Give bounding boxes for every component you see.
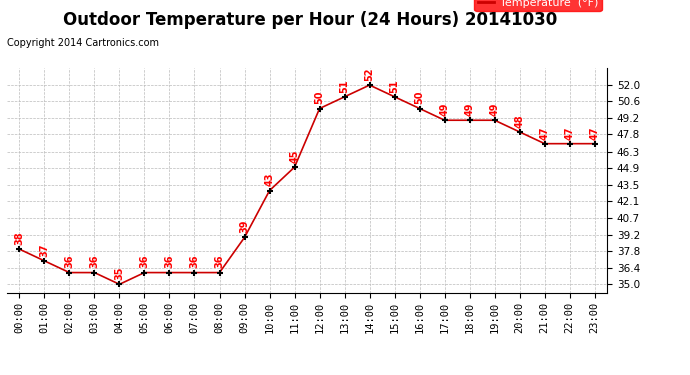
Text: 36: 36	[139, 255, 150, 268]
Text: 36: 36	[90, 255, 99, 268]
Text: 36: 36	[164, 255, 175, 268]
Text: 49: 49	[464, 103, 475, 116]
Text: Copyright 2014 Cartronics.com: Copyright 2014 Cartronics.com	[7, 38, 159, 48]
Text: 51: 51	[390, 79, 400, 93]
Text: 51: 51	[339, 79, 350, 93]
Text: 45: 45	[290, 150, 299, 163]
Text: 43: 43	[264, 173, 275, 186]
Text: 35: 35	[115, 267, 124, 280]
Text: 50: 50	[415, 91, 424, 104]
Text: 38: 38	[14, 231, 24, 245]
Text: 36: 36	[190, 255, 199, 268]
Text: 50: 50	[315, 91, 324, 104]
Text: 47: 47	[564, 126, 575, 140]
Text: 37: 37	[39, 243, 50, 257]
Text: 36: 36	[215, 255, 224, 268]
Text: 39: 39	[239, 220, 250, 233]
Text: 48: 48	[515, 114, 524, 128]
Text: 49: 49	[440, 103, 450, 116]
Text: 47: 47	[590, 126, 600, 140]
Text: Outdoor Temperature per Hour (24 Hours) 20141030: Outdoor Temperature per Hour (24 Hours) …	[63, 11, 558, 29]
Text: 49: 49	[490, 103, 500, 116]
Text: 47: 47	[540, 126, 550, 140]
Text: 36: 36	[64, 255, 75, 268]
Text: 52: 52	[364, 68, 375, 81]
Legend: Temperature  (°F): Temperature (°F)	[475, 0, 602, 11]
